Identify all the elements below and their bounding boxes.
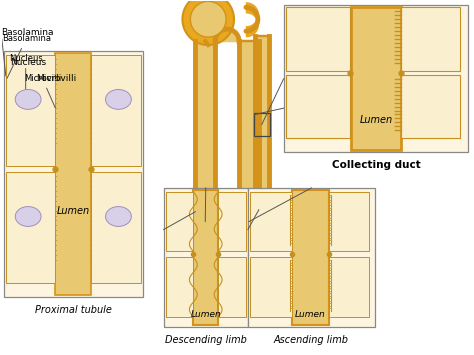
Ellipse shape — [15, 207, 41, 226]
Text: Basolamina: Basolamina — [1, 28, 54, 37]
Bar — [6, 55, 55, 166]
Bar — [194, 198, 216, 226]
Bar — [91, 172, 141, 283]
Bar — [164, 188, 248, 327]
Ellipse shape — [337, 207, 361, 225]
Ellipse shape — [299, 89, 330, 114]
Text: Nucleus: Nucleus — [10, 58, 46, 67]
Bar — [292, 190, 329, 325]
Bar — [6, 172, 55, 283]
Text: Lumen: Lumen — [359, 115, 392, 125]
Text: Nucleus: Nucleus — [9, 54, 43, 98]
Ellipse shape — [106, 89, 131, 109]
Text: Descending limb: Descending limb — [165, 335, 246, 345]
Text: Microvilli: Microvilli — [24, 74, 61, 108]
Bar — [218, 257, 246, 317]
Bar — [250, 192, 292, 251]
Bar — [165, 192, 193, 251]
Ellipse shape — [222, 276, 242, 292]
Text: Basolamina: Basolamina — [2, 34, 51, 78]
Ellipse shape — [259, 272, 283, 290]
Text: Lumen: Lumen — [295, 310, 326, 320]
Ellipse shape — [337, 272, 361, 290]
Bar — [401, 75, 460, 138]
Bar — [250, 257, 292, 317]
Polygon shape — [191, 1, 226, 37]
Ellipse shape — [418, 89, 449, 114]
Bar — [91, 55, 141, 166]
Bar — [283, 5, 468, 152]
Bar — [4, 51, 143, 297]
Bar — [248, 188, 375, 327]
Bar — [351, 7, 401, 150]
Bar — [286, 7, 350, 71]
Bar — [165, 257, 193, 317]
Bar — [329, 257, 369, 317]
Bar — [329, 192, 369, 251]
Bar — [401, 7, 460, 71]
Ellipse shape — [170, 276, 190, 292]
Bar — [239, 41, 259, 255]
Ellipse shape — [170, 211, 190, 226]
Text: Proximal tubule: Proximal tubule — [35, 305, 112, 315]
Ellipse shape — [106, 207, 131, 226]
Bar — [254, 113, 270, 136]
Ellipse shape — [15, 89, 41, 109]
Bar — [193, 190, 218, 325]
Text: Lumen: Lumen — [57, 206, 90, 216]
Bar — [255, 36, 269, 247]
Ellipse shape — [222, 211, 242, 226]
Bar — [218, 192, 246, 251]
Ellipse shape — [259, 207, 283, 225]
Bar — [255, 114, 259, 127]
Bar — [195, 41, 215, 255]
Text: Lumen: Lumen — [191, 310, 221, 320]
Polygon shape — [215, 255, 239, 266]
Bar — [286, 75, 350, 138]
Text: Collecting duct: Collecting duct — [331, 160, 420, 170]
Text: Ascending limb: Ascending limb — [274, 335, 349, 345]
Ellipse shape — [418, 21, 449, 47]
Bar — [55, 53, 91, 295]
Polygon shape — [182, 0, 234, 45]
Ellipse shape — [299, 21, 330, 47]
Text: Microvilli: Microvilli — [36, 74, 77, 83]
